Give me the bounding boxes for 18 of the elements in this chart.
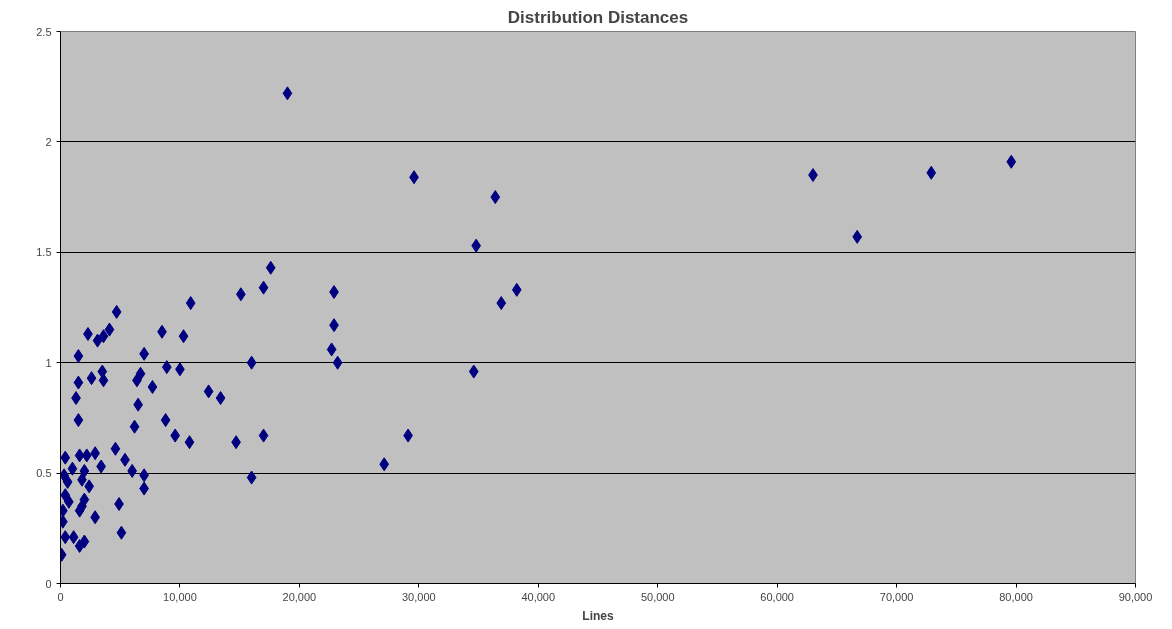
x-tick-label: 50,000 xyxy=(640,590,675,603)
y-tick-label: 0.5 xyxy=(36,467,52,480)
x-tick-label: 10,000 xyxy=(163,590,197,603)
y-tick-label: 1.5 xyxy=(36,246,52,259)
x-tick-label: 90,000 xyxy=(1118,590,1153,603)
x-tick-label: 30,000 xyxy=(402,590,436,603)
y-tick-label: 1 xyxy=(45,356,52,369)
x-tick-label: 80,000 xyxy=(999,590,1033,603)
y-tick-label: 2.5 xyxy=(36,25,52,38)
y-tick-label: 0 xyxy=(45,577,52,590)
x-tick-label: 40,000 xyxy=(521,590,556,603)
x-tick-label: 20,000 xyxy=(282,590,317,603)
x-tick-label: 0 xyxy=(57,590,64,603)
x-tick-label: 70,000 xyxy=(879,590,914,603)
x-tick-label: 60,000 xyxy=(760,590,794,603)
y-tick-label: 2 xyxy=(45,135,52,148)
x-axis-title: Lines xyxy=(582,608,614,623)
chart-title: Distribution Distances xyxy=(507,7,689,27)
